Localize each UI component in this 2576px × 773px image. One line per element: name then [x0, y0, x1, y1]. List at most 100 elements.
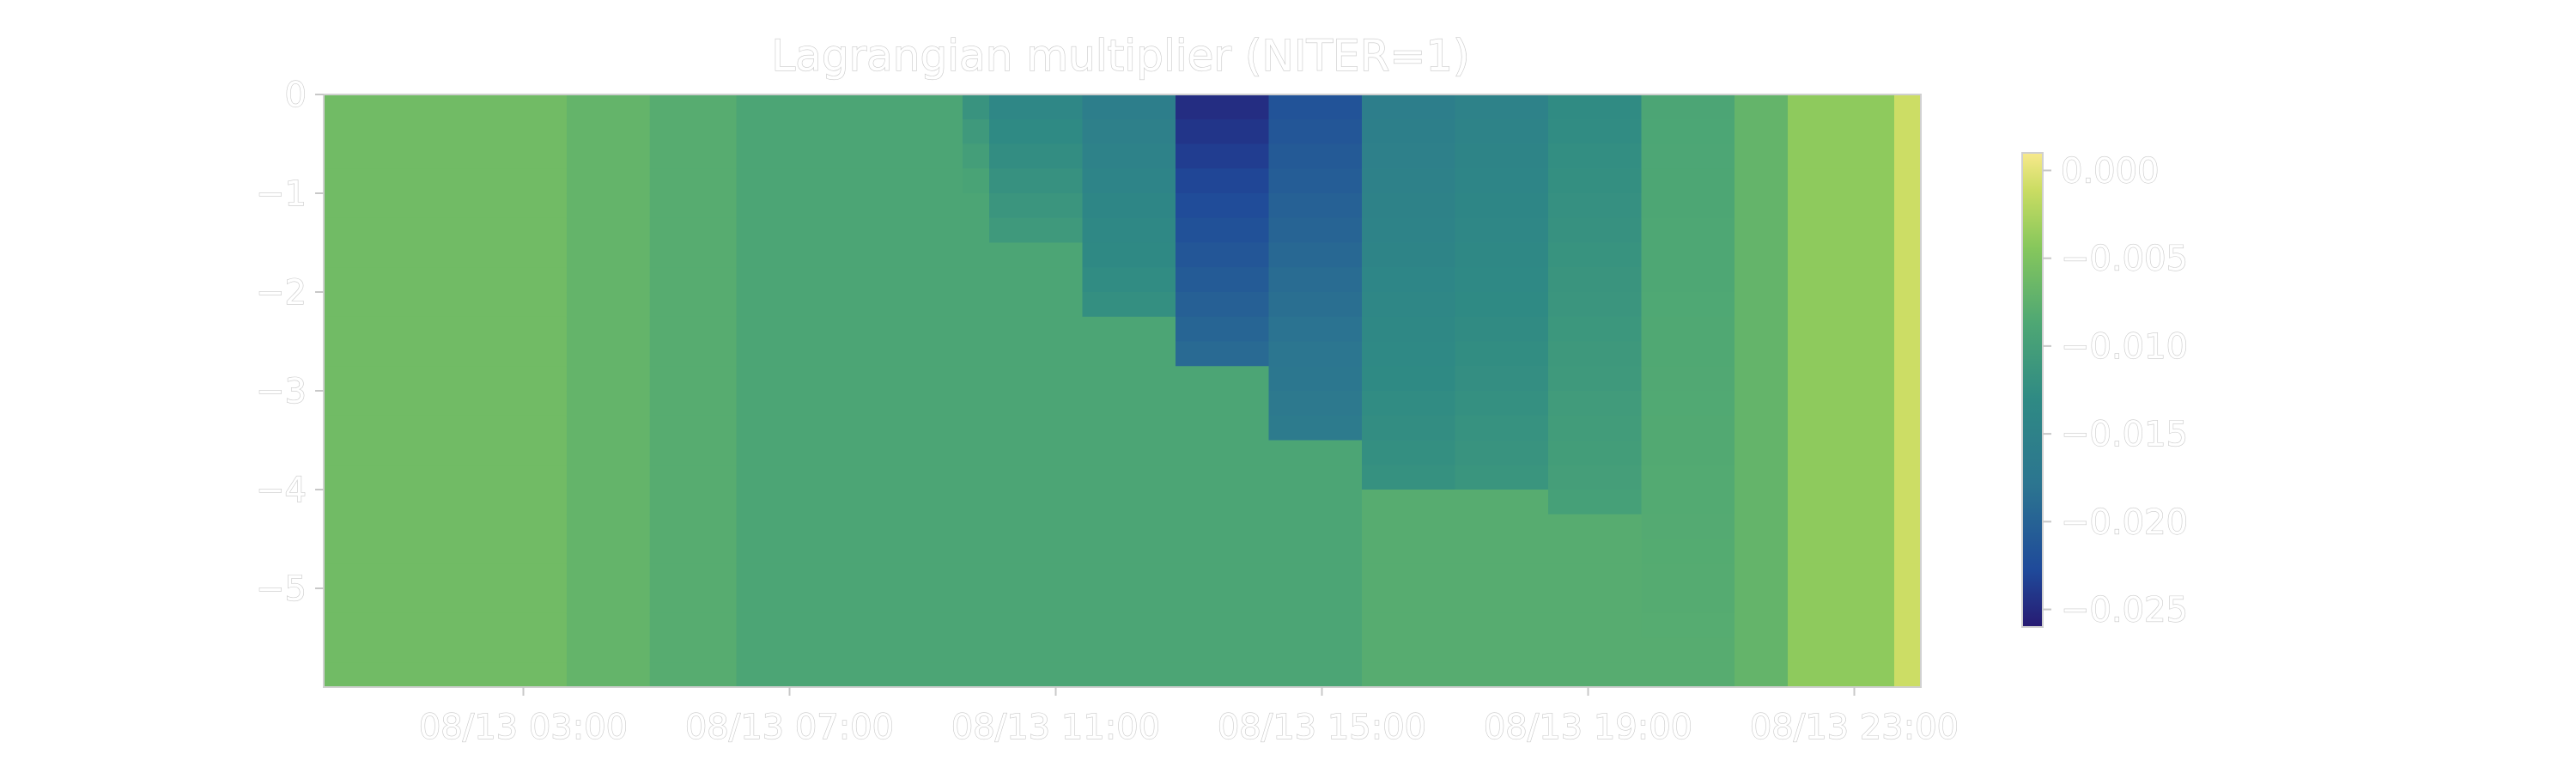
heatmap-cell: [1788, 563, 1895, 589]
heatmap-cell: [963, 415, 990, 441]
heatmap-cell: [963, 217, 990, 244]
heatmap-cell: [1268, 539, 1363, 565]
heatmap-cell: [649, 662, 738, 687]
heatmap-cell: [324, 612, 568, 639]
heatmap-cell: [989, 242, 1084, 269]
heatmap-cell: [1548, 490, 1643, 515]
heatmap-cell: [1548, 143, 1643, 170]
heatmap-cell: [1362, 440, 1456, 466]
heatmap-cell: [963, 637, 990, 664]
colorbar-tick-label: −0.025: [2061, 591, 2188, 630]
heatmap-cell: [324, 563, 568, 589]
heatmap-cell: [736, 119, 963, 145]
heatmap-cell: [1268, 119, 1363, 145]
heatmap-cell: [989, 193, 1084, 219]
heatmap-cell: [649, 168, 738, 194]
heatmap-cell: [1735, 440, 1789, 466]
heatmap-cell: [963, 490, 990, 515]
heatmap-cell: [963, 143, 990, 170]
heatmap-cell: [1176, 465, 1270, 490]
heatmap-cell: [1082, 143, 1176, 170]
heatmap-cell: [566, 267, 651, 293]
heatmap-cell: [1548, 242, 1643, 269]
heatmap-cell: [989, 563, 1084, 589]
heatmap-cell: [1641, 440, 1735, 466]
heatmap-cell: [1548, 440, 1643, 466]
heatmap-cell: [324, 514, 568, 540]
y-tick-label: −5: [256, 569, 307, 609]
heatmap-cell: [1894, 490, 1921, 515]
chart-title: Lagrangian multiplier (NITER=1): [771, 31, 1469, 81]
heatmap-cell: [1641, 563, 1735, 589]
heatmap-cell: [1362, 217, 1456, 244]
heatmap-cell: [566, 415, 651, 441]
heatmap-cell: [963, 94, 990, 120]
colorbar-frame: [2021, 152, 2044, 628]
heatmap-cell: [1082, 94, 1176, 120]
heatmap-cell: [989, 539, 1084, 565]
heatmap-cell: [963, 539, 990, 565]
heatmap-cell: [1641, 341, 1735, 368]
heatmap-cell: [736, 563, 963, 589]
heatmap-cell: [566, 168, 651, 194]
heatmap-cell: [1176, 242, 1270, 269]
heatmap-cell: [963, 292, 990, 318]
heatmap-cell: [1362, 267, 1456, 293]
heatmap-cell: [1362, 514, 1456, 540]
heatmap-cell: [989, 465, 1084, 490]
heatmap-cell: [1082, 440, 1176, 466]
heatmap-cell: [1176, 94, 1270, 120]
colorbar-tick-label: −0.005: [2061, 240, 2188, 279]
heatmap-cell: [1455, 292, 1549, 318]
heatmap-cell: [1268, 341, 1363, 368]
heatmap-cell: [1788, 341, 1895, 368]
heatmap-cell: [736, 143, 963, 170]
heatmap-cell: [1082, 217, 1176, 244]
heatmap-cell: [1455, 465, 1549, 490]
heatmap-cell: [1548, 612, 1643, 639]
heatmap-cell: [1455, 143, 1549, 170]
heatmap-cell: [989, 637, 1084, 664]
heatmap-cell: [1082, 637, 1176, 664]
heatmap-cell: [1082, 514, 1176, 540]
heatmap-cell: [1362, 391, 1456, 417]
heatmap-cell: [1176, 267, 1270, 293]
heatmap-cell: [1788, 193, 1895, 219]
heatmap-cell: [1894, 193, 1921, 219]
heatmap-cell: [963, 168, 990, 194]
heatmap-cell: [1788, 662, 1895, 687]
heatmap-cell: [324, 662, 568, 687]
heatmap-cell: [989, 316, 1084, 343]
heatmap-cell: [963, 366, 990, 392]
heatmap-cell: [1548, 366, 1643, 392]
heatmap-cell: [1894, 316, 1921, 343]
heatmap-cell: [1548, 316, 1643, 343]
heatmap-cell: [963, 242, 990, 269]
heatmap-cell: [1894, 588, 1921, 614]
heatmap-cell: [324, 637, 568, 664]
heatmap-cell: [324, 490, 568, 515]
heatmap-cell: [1176, 119, 1270, 145]
heatmap-cell: [566, 119, 651, 145]
heatmap-cell: [1176, 292, 1270, 318]
heatmap-cell: [1082, 267, 1176, 293]
heatmap-cell: [649, 539, 738, 565]
heatmap-cell: [1176, 563, 1270, 589]
heatmap-cell: [649, 415, 738, 441]
heatmap-cell: [1788, 637, 1895, 664]
heatmap-cell: [1455, 316, 1549, 343]
heatmap-cell: [1268, 490, 1363, 515]
heatmap-cell: [1455, 391, 1549, 417]
heatmap-cell: [736, 341, 963, 368]
heatmap-cell: [1455, 563, 1549, 589]
heatmap-cell: [1894, 292, 1921, 318]
heatmap-cell: [1641, 217, 1735, 244]
heatmap-cell: [1455, 193, 1549, 219]
heatmap-cell: [324, 193, 568, 219]
heatmap-cell: [1455, 588, 1549, 614]
heatmap-cell: [989, 612, 1084, 639]
heatmap-cell: [989, 292, 1084, 318]
y-tick-label: 0: [285, 76, 307, 115]
heatmap-cell: [1788, 391, 1895, 417]
heatmap-cell: [566, 94, 651, 120]
